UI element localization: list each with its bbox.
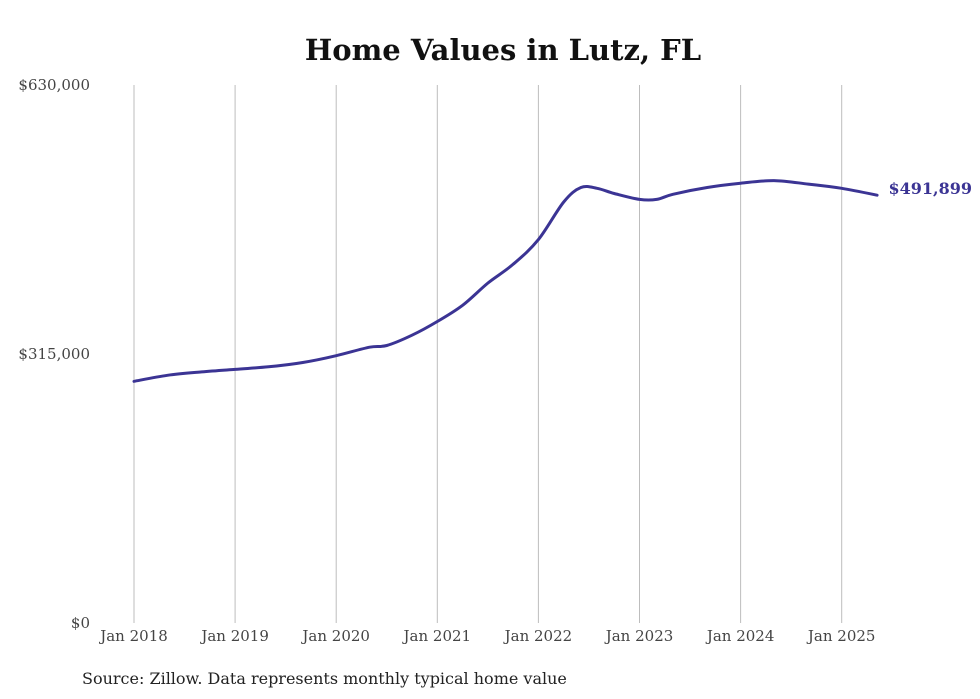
source-note: Source: Zillow. Data represents monthly … xyxy=(82,669,567,688)
x-tick-label: Jan 2020 xyxy=(300,627,370,645)
x-tick-label: Jan 2024 xyxy=(705,627,775,645)
x-tick-label: Jan 2019 xyxy=(199,627,269,645)
chart-title: Home Values in Lutz, FL xyxy=(305,33,701,67)
gridlines xyxy=(133,85,843,623)
x-tick-label: Jan 2018 xyxy=(98,627,168,645)
series-layer xyxy=(132,179,879,383)
end-value-label: $491,899 xyxy=(889,179,973,198)
y-tick-label: $630,000 xyxy=(18,76,90,94)
x-tick-label: Jan 2023 xyxy=(604,627,674,645)
x-tick-label: Jan 2022 xyxy=(503,627,573,645)
y-tick-label: $315,000 xyxy=(18,345,90,363)
series-line xyxy=(132,179,879,383)
y-axis-ticks: $0 $315,000 $630,000 xyxy=(18,76,90,632)
x-tick-label: Jan 2025 xyxy=(806,627,876,645)
y-tick-label: $0 xyxy=(71,614,90,632)
x-axis-ticks: Jan 2018 Jan 2019 Jan 2020 Jan 2021 Jan 2022… xyxy=(98,627,875,645)
x-tick-label: Jan 2021 xyxy=(402,627,472,645)
